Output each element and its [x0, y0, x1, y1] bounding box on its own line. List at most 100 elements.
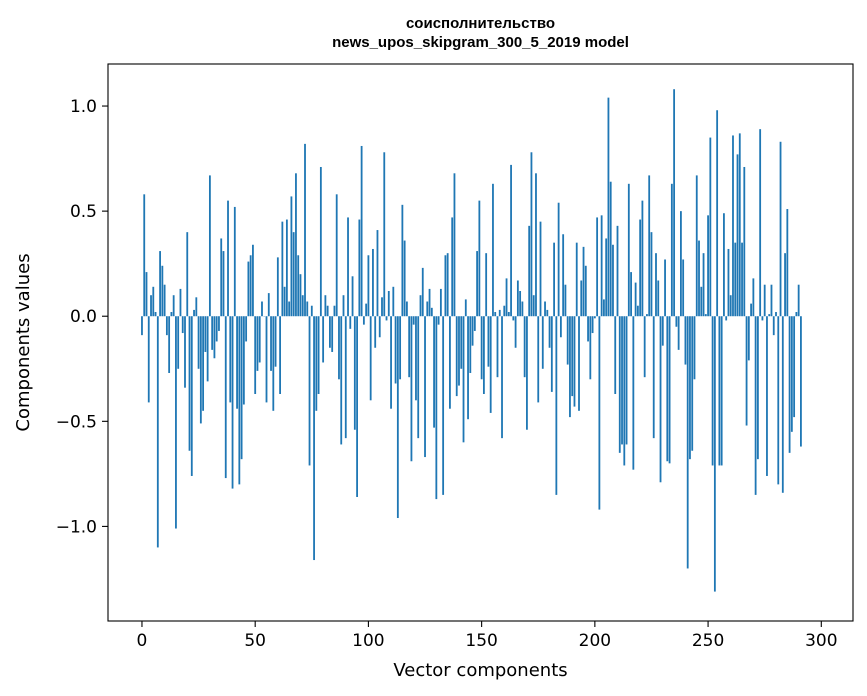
- bar: [374, 316, 377, 348]
- bar: [156, 316, 159, 548]
- bar: [557, 202, 560, 317]
- bar: [686, 316, 689, 569]
- bar: [689, 316, 691, 460]
- bar: [677, 316, 680, 350]
- bar: [353, 316, 356, 430]
- bar: [181, 316, 184, 334]
- bar: [596, 217, 599, 317]
- bar: [186, 232, 189, 317]
- bar: [700, 286, 703, 317]
- x-tick-label: 100: [352, 631, 384, 651]
- bar: [711, 316, 714, 466]
- bar: [684, 316, 687, 365]
- bar: [478, 200, 481, 317]
- bar: [709, 137, 712, 317]
- bar: [415, 316, 417, 401]
- bar: [147, 316, 150, 403]
- bar: [313, 316, 315, 561]
- bar: [587, 316, 589, 342]
- bar: [652, 316, 655, 439]
- bar: [661, 316, 664, 346]
- bar: [691, 316, 694, 451]
- bar: [616, 225, 619, 317]
- bar: [238, 316, 241, 485]
- bar: [347, 217, 349, 317]
- bar: [464, 299, 467, 317]
- bar: [211, 316, 214, 350]
- bar: [378, 316, 381, 338]
- bar: [756, 316, 759, 460]
- bar: [632, 316, 635, 470]
- bar: [772, 316, 775, 336]
- bar: [759, 129, 762, 317]
- bar: [695, 175, 698, 317]
- bar: [727, 248, 730, 317]
- bar: [240, 316, 243, 460]
- bar: [487, 316, 490, 367]
- bar: [220, 238, 223, 317]
- bar: [621, 316, 623, 445]
- bar: [770, 284, 773, 317]
- y-tick-label: 0.5: [70, 202, 97, 222]
- bar: [329, 316, 331, 348]
- bar: [707, 215, 709, 317]
- bar: [603, 299, 605, 317]
- bar: [489, 316, 492, 413]
- bar: [716, 110, 719, 317]
- bar: [510, 164, 512, 317]
- bar: [641, 200, 644, 317]
- bar: [387, 291, 390, 317]
- bar: [569, 316, 571, 418]
- bar: [340, 316, 343, 445]
- bar: [793, 316, 796, 418]
- bar: [233, 206, 236, 317]
- bar: [550, 316, 553, 392]
- bar: [777, 316, 780, 485]
- bar: [779, 141, 782, 317]
- bar: [267, 293, 270, 317]
- bar: [396, 316, 399, 519]
- bar: [519, 291, 522, 317]
- bar: [449, 316, 451, 409]
- bar: [349, 316, 352, 329]
- bar: [673, 89, 676, 317]
- bar: [725, 316, 728, 321]
- bar: [310, 305, 313, 317]
- x-tick-label: 300: [805, 631, 837, 651]
- bar: [598, 316, 601, 510]
- bar: [553, 242, 555, 317]
- bar: [609, 181, 612, 317]
- bar: [485, 253, 488, 317]
- bar: [761, 316, 764, 321]
- bar: [555, 316, 558, 495]
- bar: [283, 286, 286, 317]
- x-axis-label: Vector components: [393, 660, 567, 681]
- bar: [265, 316, 268, 403]
- x-tick-label: 0: [137, 631, 148, 651]
- bar: [503, 305, 506, 317]
- bar: [593, 316, 596, 319]
- bar: [693, 316, 696, 380]
- bar: [453, 173, 456, 317]
- bar: [433, 316, 435, 428]
- bar: [496, 316, 499, 378]
- bar: [482, 316, 485, 394]
- bar: [342, 295, 345, 317]
- bar: [338, 316, 340, 380]
- y-axis: −1.0 −0.5 0.0 0.5 1.0: [56, 97, 108, 537]
- bar: [172, 295, 175, 317]
- y-axis-label: Components values: [13, 253, 34, 431]
- bar: [578, 316, 580, 411]
- bar: [154, 312, 157, 317]
- bar: [584, 265, 587, 317]
- bar: [372, 248, 374, 317]
- bar: [745, 316, 748, 426]
- bar: [797, 284, 800, 317]
- bar: [612, 244, 614, 317]
- plot-area: [141, 89, 802, 592]
- bar: [639, 219, 642, 317]
- bar: [344, 316, 347, 439]
- bar: [643, 316, 646, 378]
- bar: [492, 183, 494, 317]
- bar: [675, 316, 678, 327]
